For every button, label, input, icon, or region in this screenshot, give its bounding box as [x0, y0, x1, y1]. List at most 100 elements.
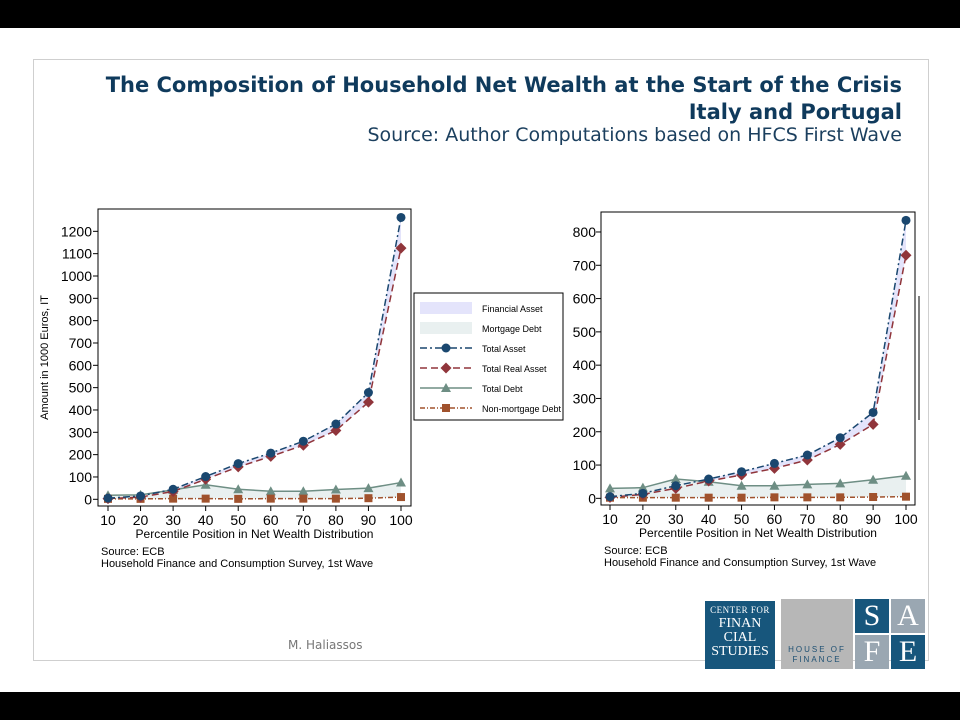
- total-asset-point: [331, 419, 341, 429]
- legend-label: Financial Asset: [482, 304, 543, 314]
- total-asset-point: [901, 215, 911, 225]
- non-mortgage-debt-point: [299, 494, 308, 503]
- x-tick-label: 50: [734, 511, 750, 527]
- x-tick-label: 30: [165, 512, 181, 528]
- non-mortgage-debt-point: [770, 493, 779, 502]
- title-line-2: Italy and Portugal: [688, 100, 902, 124]
- chart-source-note: Source: ECB: [101, 546, 165, 558]
- x-tick-label: 20: [635, 511, 651, 527]
- hof-logo-line: FINANCE: [792, 655, 842, 664]
- x-tick-label: 70: [296, 512, 312, 528]
- total-asset-point: [298, 436, 308, 446]
- total-asset-point: [201, 472, 211, 482]
- x-tick-label: 10: [100, 512, 116, 528]
- x-tick-label: 90: [865, 511, 881, 527]
- top-black-bar: [0, 0, 960, 28]
- y-tick-label: 0: [588, 490, 596, 506]
- y-tick-label: 1100: [62, 246, 92, 262]
- total-real-asset-point: [362, 396, 374, 408]
- total-asset-line: [609, 220, 907, 498]
- total-debt-point: [901, 470, 911, 480]
- x-tick-label: 40: [701, 511, 717, 527]
- x-tick-label: 100: [894, 511, 918, 527]
- total-asset-point: [868, 407, 878, 417]
- house-of-finance-logo: HOUSE OF FINANCE: [781, 599, 853, 669]
- cfs-logo: CENTER FOR FINAN CIAL STUDIES: [705, 601, 775, 669]
- total-real-asset-point: [834, 438, 846, 450]
- non-mortgage-debt-point: [364, 494, 373, 503]
- y-tick-label: 500: [69, 380, 93, 396]
- x-tick-label: 70: [800, 511, 816, 527]
- legend-box: [413, 292, 564, 421]
- total-asset-point: [136, 491, 146, 501]
- y-tick-label: 200: [69, 447, 93, 463]
- total-debt-point: [802, 479, 813, 489]
- total-debt-point: [233, 484, 244, 494]
- safe-letter: F: [855, 635, 889, 669]
- author-footer: M. Haliassos: [288, 638, 363, 652]
- institution-logos: CENTER FOR FINAN CIAL STUDIES HOUSE OF F…: [693, 593, 927, 673]
- x-tick-label: 100: [389, 512, 413, 528]
- x-tick-label: 20: [133, 512, 149, 528]
- total-asset-point: [802, 450, 812, 460]
- non-mortgage-debt-point: [671, 493, 680, 502]
- non-mortgage-debt-point: [442, 404, 450, 412]
- y-axis-title: Amount in 1000 Euros, IT: [39, 295, 51, 420]
- total-asset-point: [671, 481, 681, 491]
- hof-logo-line: HOUSE OF: [788, 645, 846, 654]
- y-tick-label: 100: [69, 469, 93, 485]
- y-tick-label: 600: [69, 357, 93, 373]
- total-asset-point: [396, 212, 406, 222]
- total-debt-point: [835, 478, 846, 488]
- legend-label: Mortgage Debt: [482, 324, 542, 334]
- x-tick-label: 40: [198, 512, 214, 528]
- y-tick-label: 400: [573, 357, 597, 373]
- legend-label: Non-mortgage Debt: [482, 404, 562, 414]
- total-debt-point: [736, 480, 747, 490]
- cfs-logo-line: STUDIES: [711, 644, 769, 659]
- safe-letter: S: [855, 599, 889, 633]
- total-asset-point: [638, 488, 648, 498]
- total-debt-point: [769, 480, 780, 490]
- non-mortgage-debt-point: [169, 494, 178, 503]
- x-tick-label: 80: [832, 511, 848, 527]
- non-mortgage-debt-point: [836, 493, 845, 502]
- x-tick-label: 60: [263, 512, 279, 528]
- total-debt-point: [637, 482, 648, 492]
- plot-area: [97, 208, 412, 507]
- x-tick-label: 80: [328, 512, 344, 528]
- title-line-1: The Composition of Household Net Wealth …: [105, 73, 902, 97]
- total-real-asset-point: [330, 425, 342, 437]
- cfs-logo-line: FINAN: [718, 616, 762, 631]
- total-asset-point: [704, 474, 714, 484]
- total-asset-line: [107, 217, 402, 499]
- safe-letter: E: [891, 635, 925, 669]
- chart-source-note: Source: ECB: [604, 545, 668, 557]
- non-mortgage-debt-point: [397, 493, 405, 502]
- y-tick-label: 900: [69, 290, 93, 306]
- total-debt-point: [868, 474, 879, 484]
- non-mortgage-debt-point: [201, 494, 210, 503]
- chart-source-note: Household Finance and Consumption Survey…: [604, 557, 876, 569]
- total-real-asset-point: [395, 242, 407, 254]
- slide-title: The Composition of Household Net Wealth …: [106, 72, 902, 126]
- safe-letter: A: [891, 599, 925, 633]
- x-tick-label: 10: [602, 511, 618, 527]
- total-debt-line: [609, 474, 907, 490]
- legend-label: Total Asset: [482, 344, 526, 354]
- safe-logo: S A F E: [855, 599, 927, 669]
- total-debt-point: [298, 486, 309, 496]
- mortgage-debt-area: [610, 475, 906, 498]
- chart-italy: 0 100 200 300 400 500 600 700 800 900 1000 1100 1200…: [39, 208, 413, 570]
- total-asset-point: [441, 343, 451, 353]
- total-debt-point: [605, 483, 615, 493]
- non-mortgage-debt-point: [266, 494, 275, 503]
- total-debt-point: [265, 486, 276, 496]
- chart-portugal: 0 100 200 300 400 500 600 700 800 10 20 30 40 50 60 70 8…: [573, 211, 918, 569]
- non-mortgage-debt-point: [331, 494, 340, 503]
- total-real-asset-point: [867, 418, 879, 430]
- x-tick-label: 50: [230, 512, 246, 528]
- x-axis-title: Percentile Position in Net Wealth Distri…: [136, 527, 374, 541]
- y-tick-label: 700: [69, 335, 93, 351]
